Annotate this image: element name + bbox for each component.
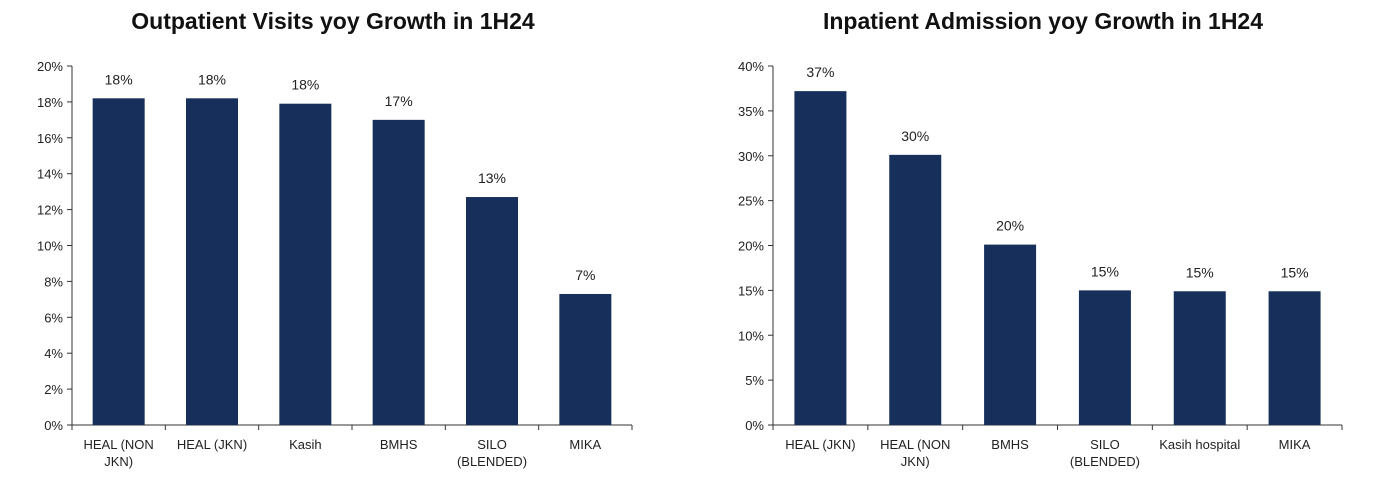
category-label: JKN) xyxy=(901,454,930,469)
data-label: 18% xyxy=(105,71,133,87)
category-label: BMHS xyxy=(380,437,418,452)
y-tick-label: 20% xyxy=(37,59,63,74)
y-tick-label: 10% xyxy=(738,328,764,343)
bar xyxy=(92,98,145,425)
category-label: MIKA xyxy=(569,437,601,452)
y-tick-label: 6% xyxy=(44,310,63,325)
data-label: 7% xyxy=(575,267,595,283)
category-label: Kasih hospital xyxy=(1159,437,1240,452)
category-label: HEAL (JKN) xyxy=(177,437,247,452)
category-label: (BLENDED) xyxy=(1070,454,1140,469)
category-label: Kasih xyxy=(289,437,322,452)
y-tick-label: 15% xyxy=(738,283,764,298)
y-tick-label: 16% xyxy=(37,131,63,146)
y-tick-label: 14% xyxy=(37,167,63,182)
data-label: 30% xyxy=(901,128,929,144)
bar xyxy=(559,293,612,425)
y-tick-label: 25% xyxy=(738,194,764,209)
y-tick-label: 8% xyxy=(44,274,63,289)
y-tick-label: 35% xyxy=(738,104,764,119)
category-label: MIKA xyxy=(1279,437,1311,452)
category-label: BMHS xyxy=(991,437,1029,452)
data-label: 15% xyxy=(1186,264,1214,280)
data-label: 15% xyxy=(1091,263,1119,279)
category-label: JKN) xyxy=(104,454,133,469)
y-tick-label: 40% xyxy=(738,59,764,74)
data-label: 37% xyxy=(806,64,834,80)
chart-title: Outpatient Visits yoy Growth in 1H24 xyxy=(131,8,535,34)
data-label: 20% xyxy=(996,218,1024,234)
y-tick-label: 0% xyxy=(44,418,63,433)
inpatient-chart-plot: 0% 5% 10% 15% 20% 25% 30% 35% 40% 37% HEAL (JKN) 30… xyxy=(738,59,1343,469)
category-label: HEAL (NON xyxy=(880,437,950,452)
y-tick-label: 20% xyxy=(738,239,764,254)
y-tick-label: 5% xyxy=(745,373,764,388)
data-label: 15% xyxy=(1281,264,1309,280)
outpatient-chart: Outpatient Visits yoy Growth in 1H24 0% 2… xyxy=(0,0,690,479)
data-label: 18% xyxy=(291,77,319,93)
y-tick-label: 30% xyxy=(738,149,764,164)
y-tick-label: 18% xyxy=(37,95,63,110)
data-label: 17% xyxy=(385,93,413,109)
bar xyxy=(279,103,332,425)
y-tick-label: 0% xyxy=(745,418,764,433)
y-tick-label: 4% xyxy=(44,346,63,361)
bar xyxy=(186,98,238,425)
category-label: HEAL (NON xyxy=(84,437,154,452)
bar xyxy=(1268,291,1321,425)
bar xyxy=(1078,290,1131,425)
bar xyxy=(984,244,1037,425)
y-tick-label: 2% xyxy=(44,382,63,397)
y-tick-label: 12% xyxy=(37,203,63,218)
category-label: (BLENDED) xyxy=(457,454,527,469)
bar xyxy=(466,197,518,425)
bar xyxy=(889,154,942,426)
data-label: 13% xyxy=(478,170,506,186)
data-label: 18% xyxy=(198,71,226,87)
category-label: SILO xyxy=(477,437,507,452)
category-label: HEAL (JKN) xyxy=(785,437,855,452)
y-tick-label: 10% xyxy=(37,239,63,254)
bar xyxy=(794,91,847,425)
bar xyxy=(1173,291,1226,425)
category-label: SILO xyxy=(1090,437,1120,452)
bar xyxy=(372,119,425,425)
inpatient-chart: Inpatient Admission yoy Growth in 1H24 0… xyxy=(700,0,1397,479)
outpatient-chart-plot: 0% 2% 4% 6% 8% 10% 12% 14% 16% 18% 20% 18% HEAL (NON… xyxy=(37,59,633,469)
chart-title: Inpatient Admission yoy Growth in 1H24 xyxy=(822,8,1264,34)
